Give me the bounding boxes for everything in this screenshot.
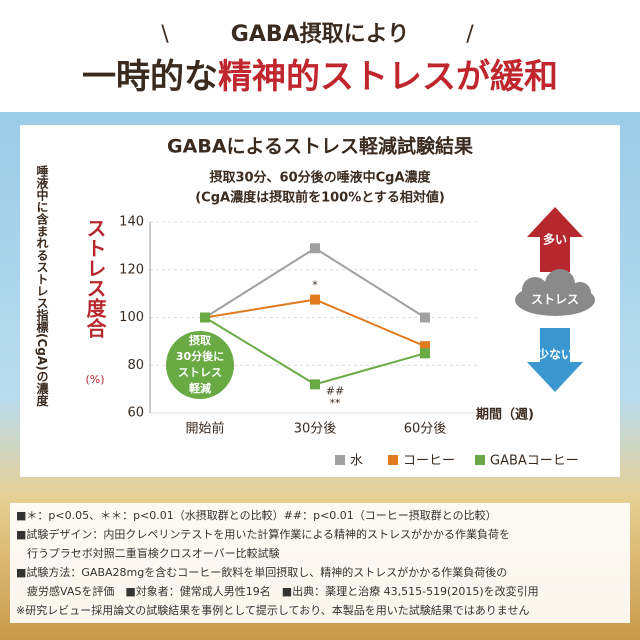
y-unit: (%) (85, 373, 104, 386)
scale-low: 少ない (536, 347, 573, 362)
headline: 一時的な精神的ストレスが緩和 (82, 57, 558, 97)
legend-label: GABAコーヒー (490, 454, 579, 469)
scale-mid: ストレス (531, 293, 579, 307)
point (310, 379, 320, 390)
y-label-main: ストレス度合 (83, 218, 107, 338)
legend-swatch (475, 455, 485, 465)
lead: GABA摂取により (231, 21, 409, 47)
scale-high: 多い (543, 232, 567, 247)
callout-text: 30分後に (176, 349, 224, 363)
annotation: ## (326, 384, 344, 397)
footnote: ■＊：p<0.05、＊＊：p<0.01（水摂取群との比較）##：p<0.01（コ… (16, 508, 497, 522)
callout-bubble (166, 331, 234, 399)
point (420, 348, 430, 359)
headline-part: 一時的な (82, 57, 218, 97)
legend-label: コーヒー (403, 454, 455, 469)
y-label: 唾液中に含まれるストレス指標(CgA)の濃度 (35, 164, 49, 408)
callout-text: ストレス (178, 366, 222, 379)
point (200, 312, 210, 323)
y-tick-label: 100 (119, 310, 144, 325)
legend-swatch (388, 455, 398, 465)
y-tick-label: 60 (127, 406, 144, 421)
chart-title: GABAによるストレス軽減試験結果 (167, 135, 473, 158)
y-tick-label: 140 (119, 215, 144, 230)
callout-text: 軽減 (189, 381, 211, 395)
subtitle: (CgA濃度は摂取前を100%とする相対値) (195, 190, 445, 206)
x-tick-label: 60分後 (404, 422, 447, 437)
annotation: ** (330, 396, 342, 409)
y-tick-label: 80 (127, 358, 144, 373)
x-tick-label: 開始前 (185, 421, 224, 437)
subtitle: 摂取30分、60分後の唾液中CgA濃度 (209, 170, 431, 186)
deco: / (466, 22, 474, 47)
point (310, 243, 320, 254)
legend-label: 水 (350, 454, 363, 469)
footnote: ※研究レビュー採用論文の試験結果を事例として提示しており、本製品を用いた試験結果… (16, 603, 529, 617)
down-arrow (527, 328, 583, 392)
y-tick-label: 120 (119, 262, 144, 277)
deco: \ (161, 22, 169, 47)
legend-swatch (335, 455, 345, 465)
footnote: 疲労感VASを評価 ■対象者：健常成人男性19名 ■出典：薬理と治療 43,51… (16, 584, 539, 598)
x-tick-label: 30分後 (294, 422, 337, 437)
cloud (515, 269, 595, 316)
up-arrow (527, 207, 583, 272)
callout-text: 摂取 (189, 333, 211, 347)
annotation: * (312, 279, 318, 292)
footnote: ■試験方法：GABA28mgを含むコーヒー飲料を単回摂取し、精神的ストレスがかか… (16, 565, 507, 579)
headline-part: 精神的ストレスが緩和 (218, 57, 558, 97)
header-band (0, 0, 640, 112)
footnote: ■試験デザイン：内田クレペリンテストを用いた計算作業による精神的ストレスがかかる… (16, 527, 510, 541)
x-label: 期間（週) (476, 407, 534, 423)
footnote: 行うプラセボ対照二重盲検クロスオーバー比較試験 (16, 546, 280, 560)
point (420, 341, 430, 352)
footnote-panel (10, 503, 630, 623)
point (420, 312, 430, 323)
point (310, 294, 320, 305)
